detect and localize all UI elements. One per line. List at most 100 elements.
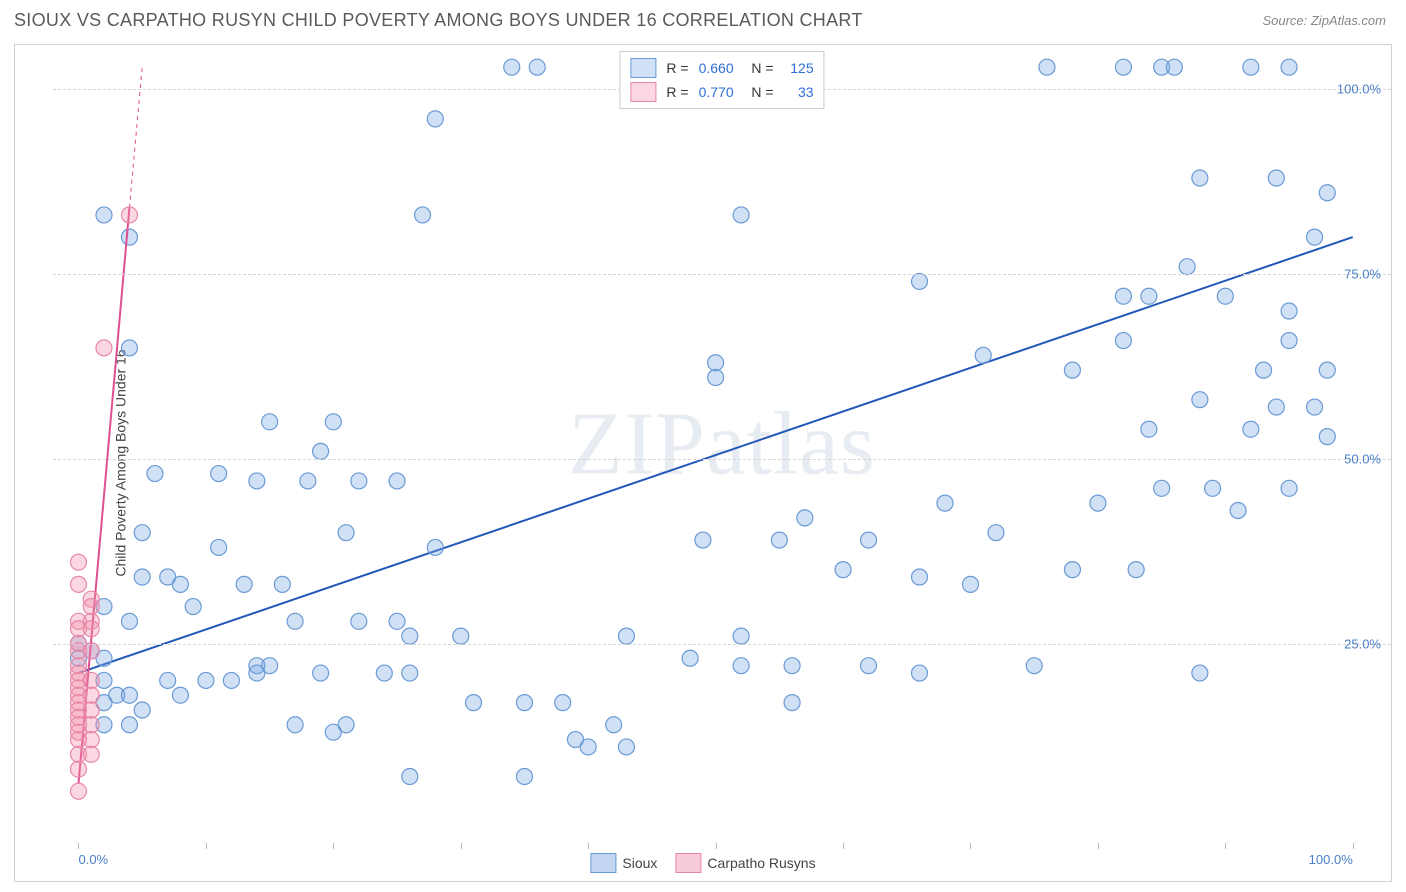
legend-correlation: R = 0.660 N = 125 R = 0.770 N = 33 [619,51,824,109]
header: SIOUX VS CARPATHO RUSYN CHILD POVERTY AM… [0,0,1406,37]
legend-r-label: R = [666,84,688,100]
x-tick [1225,843,1226,849]
x-tick [333,843,334,849]
y-tick-label: 75.0% [1344,267,1381,282]
scatter-point [1217,288,1233,304]
scatter-point [937,495,953,511]
plot-area: ZIPatlas R = 0.660 N = 125R = 0.770 N = … [53,45,1391,843]
scatter-point [912,665,928,681]
scatter-point [83,687,99,703]
legend-stat-row: R = 0.660 N = 125 [630,56,813,80]
trendline [78,237,1352,673]
x-tick [588,843,589,849]
legend-series-label: Sioux [622,855,657,871]
scatter-point [147,466,163,482]
scatter-point [172,687,188,703]
scatter-point [733,628,749,644]
scatter-point [185,599,201,615]
scatter-point [516,695,532,711]
scatter-point [504,59,520,75]
scatter-point [83,702,99,718]
scatter-point [376,665,392,681]
scatter-point [198,672,214,688]
scatter-point [1064,362,1080,378]
scatter-point [708,370,724,386]
scatter-point [389,473,405,489]
y-tick-label: 25.0% [1344,636,1381,651]
scatter-point [83,599,99,615]
scatter-point [96,207,112,223]
legend-swatch [590,853,616,873]
scatter-point [835,562,851,578]
scatter-point [988,525,1004,541]
scatter-point [70,576,86,592]
scatter-point [555,695,571,711]
scatter-point [1141,288,1157,304]
x-tick-label: 100.0% [1309,852,1353,867]
source-name: ZipAtlas.com [1311,13,1386,28]
scatter-point [1179,259,1195,275]
scatter-point [1230,503,1246,519]
scatter-point [83,643,99,659]
scatter-point [121,207,137,223]
scatter-point [70,761,86,777]
scatter-point [211,466,227,482]
legend-n-value: 33 [784,84,814,100]
legend-n-label: N = [744,84,774,100]
scatter-point [1205,480,1221,496]
scatter-point [1319,185,1335,201]
y-tick-label: 100.0% [1337,82,1381,97]
grid-line [53,459,1391,460]
scatter-point [861,532,877,548]
scatter-point [1115,59,1131,75]
scatter-point [1154,480,1170,496]
scatter-point [1141,421,1157,437]
scatter-point [516,769,532,785]
scatter-point [1192,170,1208,186]
scatter-point [134,569,150,585]
scatter-point [975,347,991,363]
scatter-point [771,532,787,548]
scatter-point [695,532,711,548]
scatter-point [912,569,928,585]
scatter-point [1281,480,1297,496]
scatter-point [83,746,99,762]
scatter-point [1039,59,1055,75]
legend-n-value: 125 [784,60,814,76]
scatter-point [1319,429,1335,445]
scatter-point [351,473,367,489]
source-attribution: Source: ZipAtlas.com [1262,13,1386,28]
scatter-point [121,340,137,356]
legend-n-label: N = [744,60,774,76]
scatter-point [249,665,265,681]
scatter-point [529,59,545,75]
scatter-point [1319,362,1335,378]
scatter-point [96,340,112,356]
scatter-point [274,576,290,592]
scatter-point [402,665,418,681]
scatter-point [1192,392,1208,408]
legend-r-value: 0.770 [699,84,734,100]
x-tick [843,843,844,849]
scatter-point [121,687,137,703]
scatter-point [1281,333,1297,349]
scatter-point [427,539,443,555]
scatter-point [389,613,405,629]
scatter-point [618,739,634,755]
scatter-point [1307,229,1323,245]
scatter-point [211,539,227,555]
scatter-svg [53,45,1391,843]
source-prefix: Source: [1262,13,1310,28]
scatter-point [784,695,800,711]
scatter-point [427,111,443,127]
scatter-point [1064,562,1080,578]
scatter-point [70,783,86,799]
scatter-point [1256,362,1272,378]
scatter-point [83,732,99,748]
scatter-point [262,414,278,430]
scatter-point [338,525,354,541]
scatter-point [402,628,418,644]
scatter-point [733,658,749,674]
scatter-point [160,672,176,688]
scatter-point [325,724,341,740]
